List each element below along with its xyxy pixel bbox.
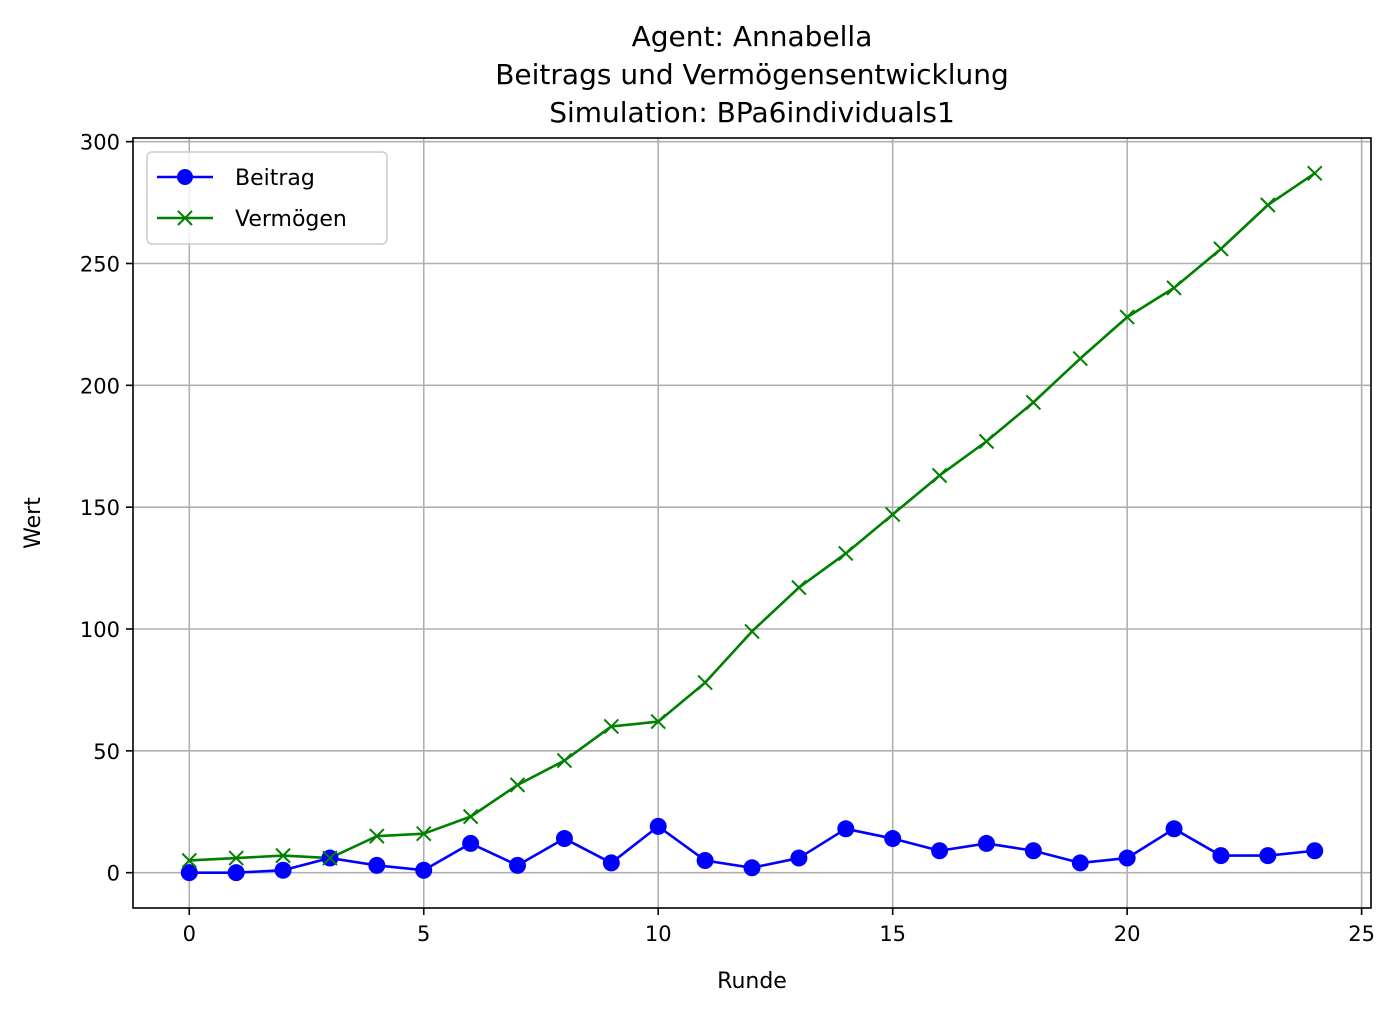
series-markers bbox=[180, 165, 1324, 882]
data-point-vermoegen-17 bbox=[978, 433, 995, 450]
x-tick-label-25: 25 bbox=[1348, 922, 1375, 946]
title-line-1: Agent: Annabella bbox=[632, 20, 873, 53]
data-point-beitrag-21 bbox=[1165, 820, 1183, 838]
y-tick-label-300: 300 bbox=[80, 131, 120, 155]
data-point-beitrag-24 bbox=[1306, 842, 1324, 860]
x-tick-label-15: 15 bbox=[879, 922, 906, 946]
data-point-vermoegen-21 bbox=[1166, 280, 1182, 296]
x-tick-label-0: 0 bbox=[183, 922, 196, 946]
y-tick-label-250: 250 bbox=[80, 252, 120, 276]
data-point-beitrag-4 bbox=[368, 856, 386, 874]
title-line-2: Beitrags und Vermögensentwicklung bbox=[495, 58, 1009, 91]
plot-frame bbox=[132, 137, 1372, 909]
data-point-vermoegen-15 bbox=[884, 506, 901, 523]
data-point-vermoegen-19 bbox=[1072, 350, 1088, 367]
data-point-vermoegen-24 bbox=[1307, 165, 1323, 182]
data-point-vermoegen-10 bbox=[650, 713, 666, 730]
data-point-beitrag-23 bbox=[1259, 847, 1277, 865]
y-axis-label: Wert bbox=[21, 497, 46, 549]
data-point-vermoegen-7 bbox=[509, 777, 526, 793]
data-point-beitrag-13 bbox=[790, 849, 808, 867]
data-point-vermoegen-3 bbox=[322, 850, 338, 866]
legend-label-vermoegen: Vermögen bbox=[235, 207, 347, 232]
data-point-beitrag-15 bbox=[884, 830, 902, 848]
chart-title: Agent: Annabella Beitrags und Vermögense… bbox=[495, 20, 1009, 129]
data-point-vermoegen-4 bbox=[369, 828, 385, 844]
data-point-beitrag-19 bbox=[1071, 854, 1089, 872]
x-axis-ticks: 0 5 10 15 20 25 bbox=[183, 908, 1375, 946]
data-point-vermoegen-20 bbox=[1119, 309, 1135, 325]
x-tick-label-20: 20 bbox=[1114, 922, 1141, 946]
data-point-vermoegen-5 bbox=[416, 825, 432, 842]
data-point-vermoegen-8 bbox=[556, 752, 573, 769]
plot-area bbox=[133, 138, 1371, 908]
data-point-beitrag-1 bbox=[227, 864, 245, 882]
data-point-vermoegen-16 bbox=[931, 467, 948, 484]
data-point-vermoegen-11 bbox=[697, 674, 713, 691]
data-point-vermoegen-13 bbox=[791, 579, 807, 596]
y-tick-label-100: 100 bbox=[80, 618, 120, 642]
data-point-beitrag-14 bbox=[837, 820, 855, 838]
y-tick-label-200: 200 bbox=[80, 374, 120, 398]
data-point-beitrag-7 bbox=[509, 856, 527, 874]
x-tick-label-5: 5 bbox=[417, 922, 430, 946]
data-point-vermoegen-14 bbox=[838, 545, 854, 562]
data-point-beitrag-18 bbox=[1024, 842, 1042, 860]
x-tick-label-10: 10 bbox=[645, 922, 672, 946]
data-point-beitrag-0 bbox=[180, 864, 198, 882]
legend: Beitrag Vermögen bbox=[146, 151, 388, 245]
data-point-vermoegen-23 bbox=[1260, 197, 1276, 213]
data-point-beitrag-9 bbox=[602, 854, 620, 872]
y-tick-label-150: 150 bbox=[80, 496, 120, 520]
legend-label-beitrag: Beitrag bbox=[235, 166, 315, 191]
data-point-beitrag-22 bbox=[1212, 847, 1230, 865]
data-point-vermoegen-22 bbox=[1213, 241, 1229, 257]
x-axis-label: Runde bbox=[717, 969, 787, 994]
data-point-beitrag-16 bbox=[931, 842, 949, 860]
data-point-vermoegen-18 bbox=[1025, 394, 1042, 411]
data-point-vermoegen-0 bbox=[181, 852, 197, 869]
data-point-vermoegen-12 bbox=[744, 623, 760, 640]
data-point-vermoegen-9 bbox=[603, 718, 620, 735]
legend-marker-vermoegen bbox=[177, 210, 193, 226]
grid-lines bbox=[133, 138, 1371, 908]
data-point-beitrag-8 bbox=[555, 830, 573, 848]
data-point-beitrag-5 bbox=[415, 861, 433, 879]
data-point-vermoegen-1 bbox=[228, 850, 244, 866]
data-point-vermoegen-2 bbox=[275, 847, 291, 864]
data-point-beitrag-10 bbox=[649, 817, 667, 835]
y-tick-label-50: 50 bbox=[93, 740, 120, 764]
data-point-beitrag-12 bbox=[743, 859, 761, 877]
title-line-3: Simulation: BPa6individuals1 bbox=[549, 96, 955, 129]
data-point-beitrag-17 bbox=[977, 834, 995, 852]
y-tick-label-0: 0 bbox=[107, 862, 120, 886]
legend-marker-beitrag bbox=[177, 169, 193, 185]
legend-box bbox=[146, 151, 388, 245]
data-point-beitrag-11 bbox=[696, 851, 714, 869]
data-point-vermoegen-6 bbox=[462, 808, 479, 825]
data-point-beitrag-20 bbox=[1118, 849, 1136, 867]
y-axis-ticks: 0 50 100 150 200 250 300 bbox=[80, 131, 133, 886]
data-point-beitrag-2 bbox=[274, 861, 292, 879]
data-point-beitrag-6 bbox=[462, 834, 480, 852]
